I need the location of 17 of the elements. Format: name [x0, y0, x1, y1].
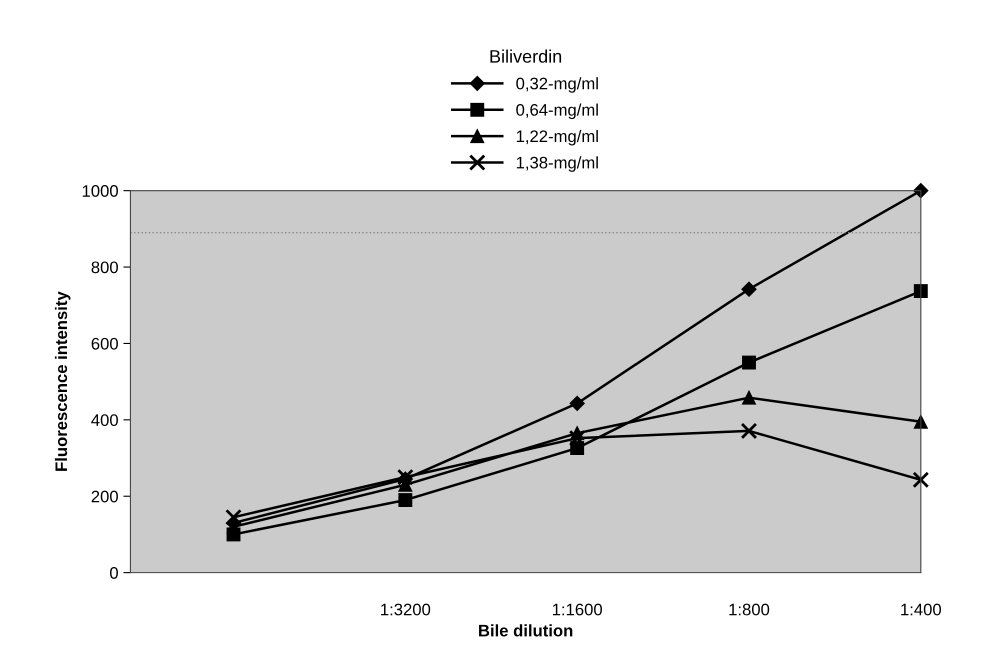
y-tick-label: 600	[92, 338, 118, 350]
y-axis-title: Fluorescence intensity	[54, 291, 70, 471]
y-tick-label: 0	[110, 567, 118, 579]
x-tick-label: 1:400	[901, 604, 942, 616]
legend-label: 1,38-mg/ml	[516, 156, 598, 172]
y-tick-label: 400	[91, 414, 118, 426]
legend-label: 0,64-mg/ml	[516, 104, 598, 120]
x-axis-title: Bile dilution	[479, 624, 572, 637]
x-tick-label: 1:800	[729, 604, 770, 616]
y-tick-label: 1000	[82, 185, 118, 197]
y-tick-label: 800	[92, 261, 118, 274]
legend-title: Biliverdin	[490, 50, 562, 63]
x-tick-label: 1:3200	[381, 604, 430, 616]
legend-label: 0,32-mg/ml	[516, 77, 598, 93]
x-tick-label: 1:1600	[552, 604, 602, 616]
legend-label: 1,22-mg/ml	[516, 130, 598, 146]
y-tick-label: 200	[92, 490, 118, 502]
